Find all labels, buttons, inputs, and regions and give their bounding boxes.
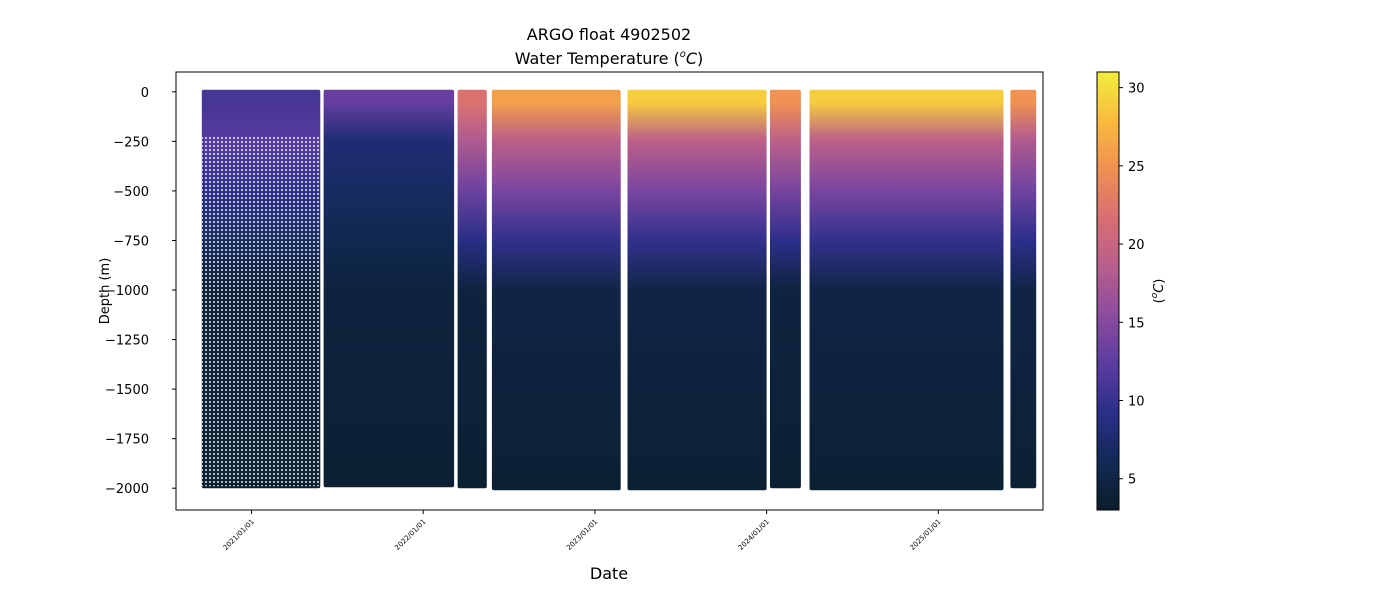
plot-frame: [175, 71, 1044, 511]
colorbar-tick-label: 25: [1128, 160, 1145, 175]
profile-segment: [809, 89, 1004, 491]
x-axis: 2021/01/01 2022/01/01 2023/01/01 2024/01/01…: [222, 510, 943, 552]
profile-dot-overlay: [201, 135, 321, 487]
y-tick-label: −750: [113, 234, 149, 249]
y-axis-label: Depth (m): [98, 258, 113, 325]
y-tick-label: −250: [113, 135, 149, 150]
chart-title: ARGO float 4902502: [527, 25, 691, 44]
y-tick-label: −2000: [105, 482, 149, 497]
profile-segment: [627, 89, 767, 491]
colorbar-axis: 5 10 15 20 25 30: [1119, 82, 1145, 488]
colorbar: [1096, 71, 1120, 511]
profile-segment: [323, 89, 455, 488]
y-tick-label: −1000: [105, 284, 149, 299]
y-tick-label: −500: [113, 185, 149, 200]
x-tick-label: 2022/01/01: [393, 518, 427, 552]
y-tick-label: 0: [141, 86, 149, 101]
x-tick-label: 2025/01/01: [908, 518, 942, 552]
x-tick-label: 2024/01/01: [737, 518, 771, 552]
colorbar-tick-label: 5: [1128, 473, 1136, 488]
y-tick-label: −1250: [105, 334, 149, 349]
profile-segment: [1010, 89, 1037, 489]
y-tick-label: −1750: [105, 433, 149, 448]
chart-subtitle: Water Temperature (oC): [515, 49, 704, 68]
subtitle-unit: oC: [680, 49, 698, 68]
profile-segment: [457, 89, 487, 489]
y-tick-label: −1500: [105, 383, 149, 398]
colorbar-tick-label: 10: [1128, 395, 1145, 410]
profile-segment: [491, 89, 621, 491]
colorbar-tick-label: 15: [1128, 316, 1145, 331]
y-axis: 0 −250 −500 −750 −1000 −1250 −1500 −1750 −2000: [105, 86, 176, 497]
x-tick-label: 2021/01/01: [222, 518, 256, 552]
x-tick-label: 2023/01/01: [565, 518, 599, 552]
profile-segment: [770, 89, 801, 489]
plot-area: [201, 89, 1037, 491]
colorbar-tick-label: 30: [1128, 82, 1145, 97]
colorbar-label: (oC): [1150, 279, 1167, 304]
colorbar-tick-label: 20: [1128, 238, 1145, 253]
x-axis-label: Date: [590, 564, 628, 583]
